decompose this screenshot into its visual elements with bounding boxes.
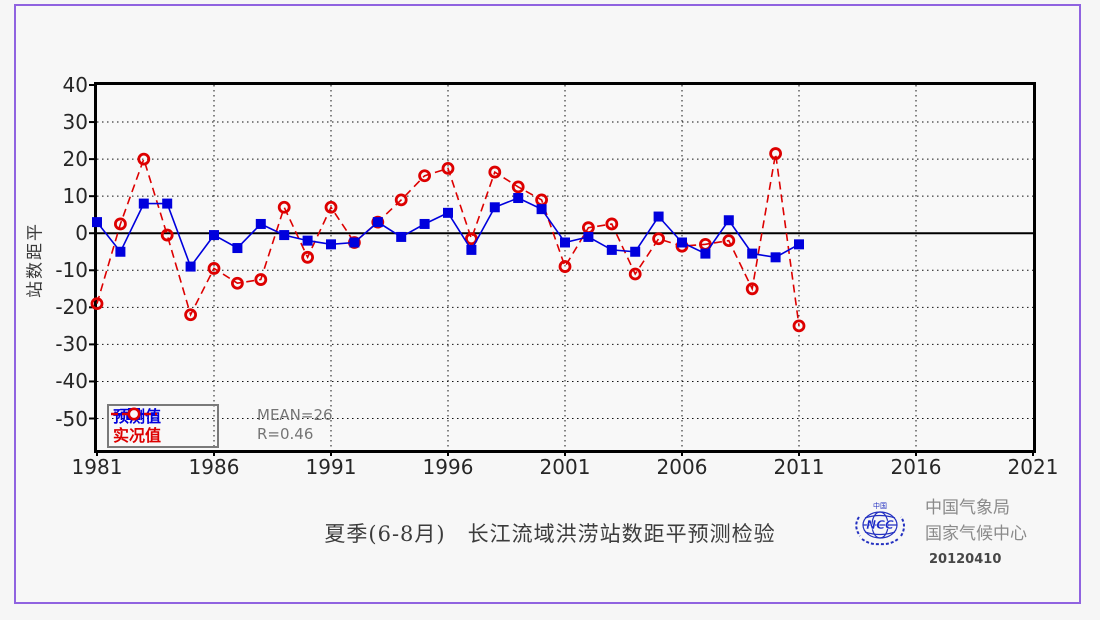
svg-text:NCC: NCC bbox=[866, 518, 894, 532]
y-tick-label: 30 bbox=[62, 110, 88, 135]
x-tick-label: 2016 bbox=[890, 455, 942, 479]
chart-canvas bbox=[89, 84, 1034, 456]
x-tick-label: 1996 bbox=[422, 455, 474, 479]
marker-square bbox=[606, 244, 617, 255]
marker-square bbox=[700, 248, 711, 259]
marker-square bbox=[536, 204, 547, 215]
y-tick-label: 40 bbox=[62, 73, 88, 97]
y-tick-label: -40 bbox=[55, 369, 88, 394]
marker-circle bbox=[394, 193, 408, 207]
marker-circle bbox=[160, 228, 174, 242]
ncc-logo-icon: 中国 NCC bbox=[855, 501, 905, 546]
marker-circle bbox=[137, 152, 151, 166]
marker-square bbox=[770, 252, 781, 263]
marker-square bbox=[653, 211, 664, 222]
marker-square bbox=[138, 198, 149, 209]
marker-circle bbox=[605, 217, 619, 231]
chart-title: 夏季(6-8月) 长江流域洪涝站数距平预测检验 bbox=[324, 522, 776, 546]
marker-circle bbox=[769, 147, 782, 160]
marker-circle bbox=[277, 200, 291, 214]
marker-circle bbox=[90, 297, 104, 311]
x-tick-label: 2006 bbox=[656, 455, 708, 479]
y-tick-label: -10 bbox=[55, 258, 88, 283]
x-axis-tick-labels: 1981 1986 1991 1996 2001 2006 2011 2016 2021 bbox=[72, 455, 1059, 481]
marker-square bbox=[630, 246, 641, 257]
marker-circle bbox=[792, 319, 806, 333]
marker-square bbox=[396, 231, 407, 242]
marker-circle bbox=[464, 232, 478, 246]
marker-circle bbox=[722, 234, 736, 248]
marker-square bbox=[747, 248, 758, 259]
organization-text: 中国气象局 国家气候中心 bbox=[925, 495, 1027, 547]
marker-square bbox=[677, 237, 687, 248]
marker-circle bbox=[301, 250, 315, 264]
marker-circle bbox=[628, 267, 642, 281]
marker-square bbox=[443, 207, 453, 218]
x-tick-label: 1981 bbox=[71, 455, 123, 479]
y-axis-tick-labels: 40 30 20 10 0 -10 -20 -30 -40 -50 bbox=[0, 74, 88, 450]
marker-square bbox=[419, 218, 430, 229]
marker-square bbox=[185, 261, 196, 272]
x-tick-label: 1986 bbox=[188, 455, 240, 479]
x-tick-label: 2011 bbox=[773, 455, 825, 479]
y-tick-label: 20 bbox=[62, 147, 88, 172]
y-tick-label: -30 bbox=[55, 332, 88, 357]
marker-square bbox=[560, 237, 570, 248]
stats-annotation: MEAN=26 R=0.46 bbox=[257, 406, 333, 444]
marker-circle bbox=[488, 165, 502, 179]
marker-square bbox=[302, 235, 313, 246]
marker-square bbox=[115, 246, 126, 257]
marker-square bbox=[279, 230, 290, 241]
y-tick-label: -50 bbox=[55, 406, 88, 431]
marker-square bbox=[583, 231, 594, 242]
y-tick-label: -20 bbox=[55, 295, 88, 320]
marker-circle bbox=[184, 308, 197, 322]
legend-sample-observed-line bbox=[111, 407, 157, 421]
marker-square bbox=[349, 237, 360, 248]
org-line2: 国家气候中心 bbox=[925, 524, 1027, 544]
marker-circle bbox=[745, 282, 759, 296]
marker-square bbox=[209, 230, 219, 241]
y-tick-label: 0 bbox=[75, 221, 88, 246]
marker-circle bbox=[418, 169, 432, 183]
marker-square bbox=[326, 239, 336, 250]
marker-circle bbox=[254, 273, 268, 286]
y-tick-label: 10 bbox=[62, 184, 88, 209]
marker-square bbox=[232, 243, 243, 254]
marker-circle bbox=[652, 232, 665, 246]
legend-item-observed: 实况值 bbox=[111, 407, 213, 445]
marker-square bbox=[513, 193, 524, 204]
x-tick-label: 2021 bbox=[1007, 455, 1059, 479]
marker-circle bbox=[113, 217, 127, 231]
marker-square bbox=[255, 218, 266, 229]
marker-square bbox=[723, 215, 734, 226]
plot-area: 预测值 实况值 MEAN=26 R=0.46 bbox=[89, 82, 1036, 456]
mean-value: MEAN=26 bbox=[257, 406, 333, 424]
svg-text:中国: 中国 bbox=[873, 501, 887, 510]
marker-square bbox=[372, 217, 383, 228]
r-value: R=0.46 bbox=[257, 425, 314, 443]
marker-square bbox=[162, 198, 173, 209]
marker-circle bbox=[324, 200, 338, 214]
x-tick-label: 2001 bbox=[539, 455, 591, 479]
marker-square bbox=[92, 217, 102, 228]
legend-label-observed: 实况值 bbox=[113, 425, 162, 445]
x-tick-label: 1991 bbox=[305, 455, 357, 479]
marker-circle bbox=[230, 276, 244, 290]
marker-circle bbox=[207, 262, 221, 275]
marker-circle bbox=[511, 180, 525, 194]
legend-box: 预测值 实况值 bbox=[107, 404, 219, 448]
marker-circle bbox=[441, 161, 455, 175]
marker-square bbox=[489, 202, 500, 213]
marker-square bbox=[794, 239, 804, 250]
org-line1: 中国气象局 bbox=[925, 498, 1010, 518]
marker-square bbox=[466, 244, 477, 255]
marker-circle bbox=[558, 260, 572, 273]
issue-date: 20120410 bbox=[929, 552, 1002, 567]
